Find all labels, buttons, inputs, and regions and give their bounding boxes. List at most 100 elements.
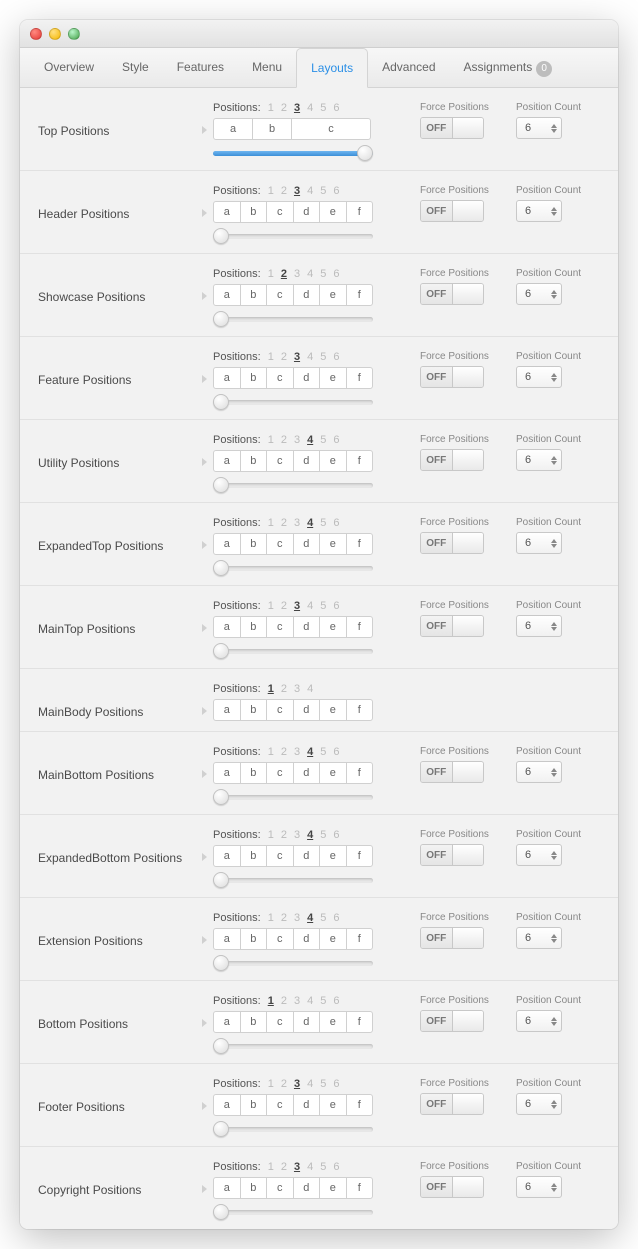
- position-cell[interactable]: d: [293, 699, 321, 721]
- slider-knob[interactable]: [213, 955, 229, 971]
- positions-tag[interactable]: 4: [307, 102, 313, 114]
- position-cell[interactable]: a: [213, 367, 241, 389]
- positions-tag[interactable]: 2: [281, 600, 287, 612]
- position-cell[interactable]: f: [346, 845, 374, 867]
- position-cell[interactable]: c: [266, 533, 294, 555]
- positions-tag[interactable]: 5: [320, 434, 326, 446]
- position-cell[interactable]: d: [293, 845, 321, 867]
- position-cell[interactable]: a: [213, 201, 241, 223]
- force-positions-toggle[interactable]: OFF: [420, 366, 484, 388]
- position-cell[interactable]: b: [240, 1094, 268, 1116]
- position-cell[interactable]: a: [213, 1011, 241, 1033]
- slider-knob[interactable]: [213, 643, 229, 659]
- position-cell[interactable]: b: [240, 533, 268, 555]
- force-positions-toggle[interactable]: OFF: [420, 844, 484, 866]
- positions-tag[interactable]: 1: [268, 746, 274, 758]
- positions-tag[interactable]: 5: [320, 268, 326, 280]
- position-cell[interactable]: b: [240, 284, 268, 306]
- force-positions-toggle[interactable]: OFF: [420, 283, 484, 305]
- chevron-down-icon[interactable]: [551, 212, 557, 216]
- positions-tag[interactable]: 2: [281, 829, 287, 841]
- chevron-up-icon[interactable]: [551, 1100, 557, 1104]
- position-cell[interactable]: f: [346, 201, 374, 223]
- positions-tag[interactable]: 3: [294, 517, 300, 529]
- position-cell[interactable]: e: [319, 1011, 347, 1033]
- chevron-down-icon[interactable]: [551, 544, 557, 548]
- positions-tag[interactable]: 1: [268, 185, 274, 197]
- window-close-icon[interactable]: [30, 28, 42, 40]
- position-cell[interactable]: f: [346, 1094, 374, 1116]
- slider-knob[interactable]: [213, 1121, 229, 1137]
- position-cell[interactable]: e: [319, 284, 347, 306]
- positions-tag[interactable]: 6: [333, 1161, 339, 1173]
- positions-tag[interactable]: 1: [268, 517, 274, 529]
- positions-tag[interactable]: 2: [281, 746, 287, 758]
- tab-advanced[interactable]: Advanced: [368, 48, 449, 87]
- positions-tag[interactable]: 1: [268, 268, 274, 280]
- position-cell[interactable]: a: [213, 118, 253, 140]
- position-cell[interactable]: a: [213, 928, 241, 950]
- slider-knob[interactable]: [213, 872, 229, 888]
- force-positions-toggle[interactable]: OFF: [420, 761, 484, 783]
- position-cell[interactable]: c: [266, 1011, 294, 1033]
- chevron-down-icon[interactable]: [551, 856, 557, 860]
- position-cell[interactable]: c: [266, 762, 294, 784]
- force-positions-toggle[interactable]: OFF: [420, 1093, 484, 1115]
- chevron-up-icon[interactable]: [551, 539, 557, 543]
- position-cell[interactable]: a: [213, 284, 241, 306]
- positions-tag[interactable]: 5: [320, 1078, 326, 1090]
- force-positions-toggle[interactable]: OFF: [420, 1010, 484, 1032]
- positions-tag[interactable]: 6: [333, 746, 339, 758]
- positions-slider[interactable]: [213, 478, 373, 492]
- positions-tag[interactable]: 3: [294, 351, 300, 363]
- positions-tag[interactable]: 1: [268, 1161, 274, 1173]
- force-positions-toggle[interactable]: OFF: [420, 927, 484, 949]
- positions-tag[interactable]: 2: [281, 995, 287, 1007]
- position-count-stepper[interactable]: 6: [516, 615, 562, 637]
- tab-features[interactable]: Features: [163, 48, 238, 87]
- position-cell[interactable]: a: [213, 699, 241, 721]
- position-count-stepper[interactable]: 6: [516, 449, 562, 471]
- positions-slider[interactable]: [213, 956, 373, 970]
- position-cell[interactable]: a: [213, 533, 241, 555]
- chevron-down-icon[interactable]: [551, 295, 557, 299]
- position-cell[interactable]: d: [293, 762, 321, 784]
- position-cell[interactable]: e: [319, 762, 347, 784]
- tab-menu[interactable]: Menu: [238, 48, 296, 87]
- positions-tag[interactable]: 5: [320, 995, 326, 1007]
- positions-tag[interactable]: 6: [333, 1078, 339, 1090]
- slider-knob[interactable]: [213, 228, 229, 244]
- position-cell[interactable]: f: [346, 367, 374, 389]
- position-cell[interactable]: a: [213, 1094, 241, 1116]
- positions-tag[interactable]: 1: [268, 600, 274, 612]
- position-count-stepper[interactable]: 6: [516, 532, 562, 554]
- position-cell[interactable]: f: [346, 450, 374, 472]
- positions-tag[interactable]: 3: [294, 185, 300, 197]
- positions-tag[interactable]: 1: [268, 912, 274, 924]
- positions-tag[interactable]: 4: [307, 746, 313, 758]
- positions-tag[interactable]: 6: [333, 517, 339, 529]
- position-cell[interactable]: e: [319, 367, 347, 389]
- position-cell[interactable]: a: [213, 1177, 241, 1199]
- position-cell[interactable]: d: [293, 1094, 321, 1116]
- positions-tag[interactable]: 5: [320, 102, 326, 114]
- position-cell[interactable]: c: [266, 699, 294, 721]
- positions-slider[interactable]: [213, 1039, 373, 1053]
- position-cell[interactable]: d: [293, 616, 321, 638]
- force-positions-toggle[interactable]: OFF: [420, 615, 484, 637]
- position-cell[interactable]: c: [266, 1094, 294, 1116]
- position-cell[interactable]: c: [266, 1177, 294, 1199]
- chevron-down-icon[interactable]: [551, 378, 557, 382]
- positions-tag[interactable]: 6: [333, 351, 339, 363]
- position-cell[interactable]: e: [319, 845, 347, 867]
- chevron-down-icon[interactable]: [551, 773, 557, 777]
- positions-tag[interactable]: 2: [281, 185, 287, 197]
- positions-tag[interactable]: 3: [294, 995, 300, 1007]
- positions-tag[interactable]: 4: [307, 1078, 313, 1090]
- position-cell[interactable]: d: [293, 928, 321, 950]
- chevron-down-icon[interactable]: [551, 461, 557, 465]
- positions-slider[interactable]: [213, 644, 373, 658]
- position-cell[interactable]: c: [266, 201, 294, 223]
- positions-tag[interactable]: 4: [307, 1161, 313, 1173]
- position-count-stepper[interactable]: 6: [516, 200, 562, 222]
